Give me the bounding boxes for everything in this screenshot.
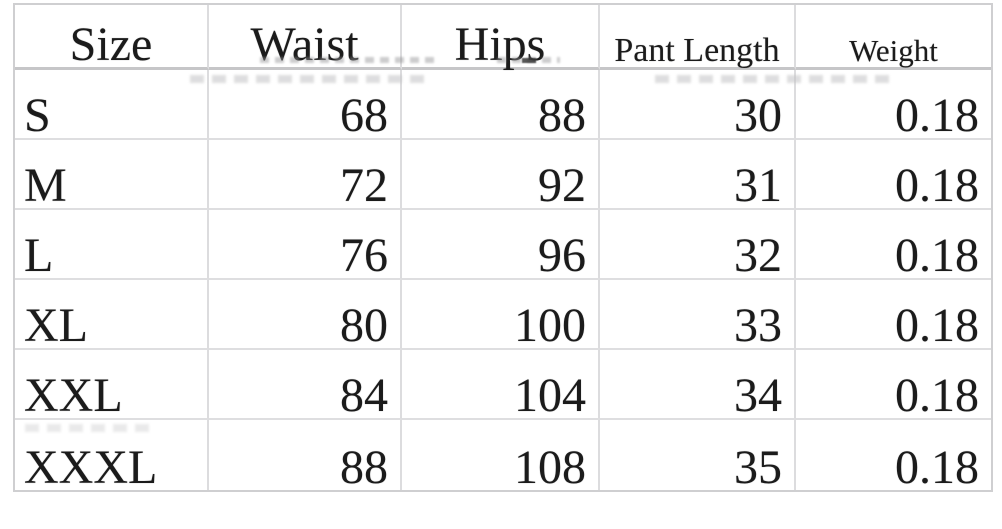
waist-value: 76 bbox=[340, 228, 388, 282]
size-value: XL bbox=[24, 298, 88, 352]
size-value: M bbox=[24, 158, 67, 212]
table-row-xl-weight-cell: 0.18 bbox=[796, 280, 991, 350]
weight-value: 0.18 bbox=[895, 228, 979, 282]
weight-value: 0.18 bbox=[895, 158, 979, 212]
table-row-xl-waist-cell: 80 bbox=[209, 280, 402, 350]
weight-value: 0.18 bbox=[895, 368, 979, 422]
column-header-pant-length: Pant Length bbox=[614, 31, 780, 69]
hips-value: 100 bbox=[514, 298, 586, 352]
header-cell-weight: Weight bbox=[796, 5, 991, 70]
hips-value: 104 bbox=[514, 368, 586, 422]
waist-value: 84 bbox=[340, 368, 388, 422]
table-row-xxl-waist-cell: 84 bbox=[209, 350, 402, 420]
column-header-weight: Weight bbox=[849, 33, 938, 69]
table-row-m-hips-cell: 92 bbox=[402, 140, 600, 210]
table-row-s-waist-cell: 68 bbox=[209, 70, 402, 140]
table-row-s-size-cell: S bbox=[15, 70, 209, 140]
header-cell-hips: Hips bbox=[402, 5, 600, 70]
table-row-xxxl-waist-cell: 88 bbox=[209, 420, 402, 494]
table-row-l-pant-length-cell: 32 bbox=[600, 210, 796, 280]
pant-length-value: 33 bbox=[734, 298, 782, 352]
table-row-xxxl-weight-cell: 0.18 bbox=[796, 420, 991, 494]
waist-value: 88 bbox=[340, 440, 388, 494]
table-row-xxl-weight-cell: 0.18 bbox=[796, 350, 991, 420]
size-value: L bbox=[24, 228, 54, 282]
table-row-xxl-hips-cell: 104 bbox=[402, 350, 600, 420]
table-row-xxxl-pant-length-cell: 35 bbox=[600, 420, 796, 494]
hips-value: 96 bbox=[538, 228, 586, 282]
column-header-waist: Waist bbox=[250, 17, 359, 71]
table-row-xl-pant-length-cell: 33 bbox=[600, 280, 796, 350]
weight-value: 0.18 bbox=[895, 440, 979, 494]
hips-value: 108 bbox=[514, 440, 586, 494]
size-value: XXXL bbox=[24, 440, 158, 494]
size-value: XXL bbox=[24, 368, 123, 422]
header-cell-size: Size bbox=[15, 5, 209, 70]
hips-value: 92 bbox=[538, 158, 586, 212]
column-header-hips: Hips bbox=[454, 17, 546, 71]
pant-length-value: 34 bbox=[734, 368, 782, 422]
table-row-xxxl-size-cell: XXXL bbox=[15, 420, 209, 494]
waist-value: 80 bbox=[340, 298, 388, 352]
table-row-l-hips-cell: 96 bbox=[402, 210, 600, 280]
table-row-m-pant-length-cell: 31 bbox=[600, 140, 796, 210]
table-row-xl-size-cell: XL bbox=[15, 280, 209, 350]
column-header-size: Size bbox=[69, 17, 153, 71]
table-row-l-waist-cell: 76 bbox=[209, 210, 402, 280]
table-row-xl-hips-cell: 100 bbox=[402, 280, 600, 350]
table-row-l-size-cell: L bbox=[15, 210, 209, 280]
header-cell-pant-length: Pant Length bbox=[600, 5, 796, 70]
table-row-l-weight-cell: 0.18 bbox=[796, 210, 991, 280]
waist-value: 68 bbox=[340, 88, 388, 142]
pant-length-value: 35 bbox=[734, 440, 782, 494]
pant-length-value: 32 bbox=[734, 228, 782, 282]
weight-value: 0.18 bbox=[895, 88, 979, 142]
pant-length-value: 30 bbox=[734, 88, 782, 142]
size-value: S bbox=[24, 88, 51, 142]
size-chart-table: Size Waist Hips Pant Length Weight S 68 … bbox=[13, 3, 993, 492]
header-cell-waist: Waist bbox=[209, 5, 402, 70]
table-row-s-pant-length-cell: 30 bbox=[600, 70, 796, 140]
table-row-m-waist-cell: 72 bbox=[209, 140, 402, 210]
table-row-m-weight-cell: 0.18 bbox=[796, 140, 991, 210]
hips-value: 88 bbox=[538, 88, 586, 142]
table-row-xxl-size-cell: XXL bbox=[15, 350, 209, 420]
weight-value: 0.18 bbox=[895, 298, 979, 352]
waist-value: 72 bbox=[340, 158, 388, 212]
table-row-m-size-cell: M bbox=[15, 140, 209, 210]
table-row-xxxl-hips-cell: 108 bbox=[402, 420, 600, 494]
table-row-xxl-pant-length-cell: 34 bbox=[600, 350, 796, 420]
table-row-s-hips-cell: 88 bbox=[402, 70, 600, 140]
pant-length-value: 31 bbox=[734, 158, 782, 212]
table-row-s-weight-cell: 0.18 bbox=[796, 70, 991, 140]
